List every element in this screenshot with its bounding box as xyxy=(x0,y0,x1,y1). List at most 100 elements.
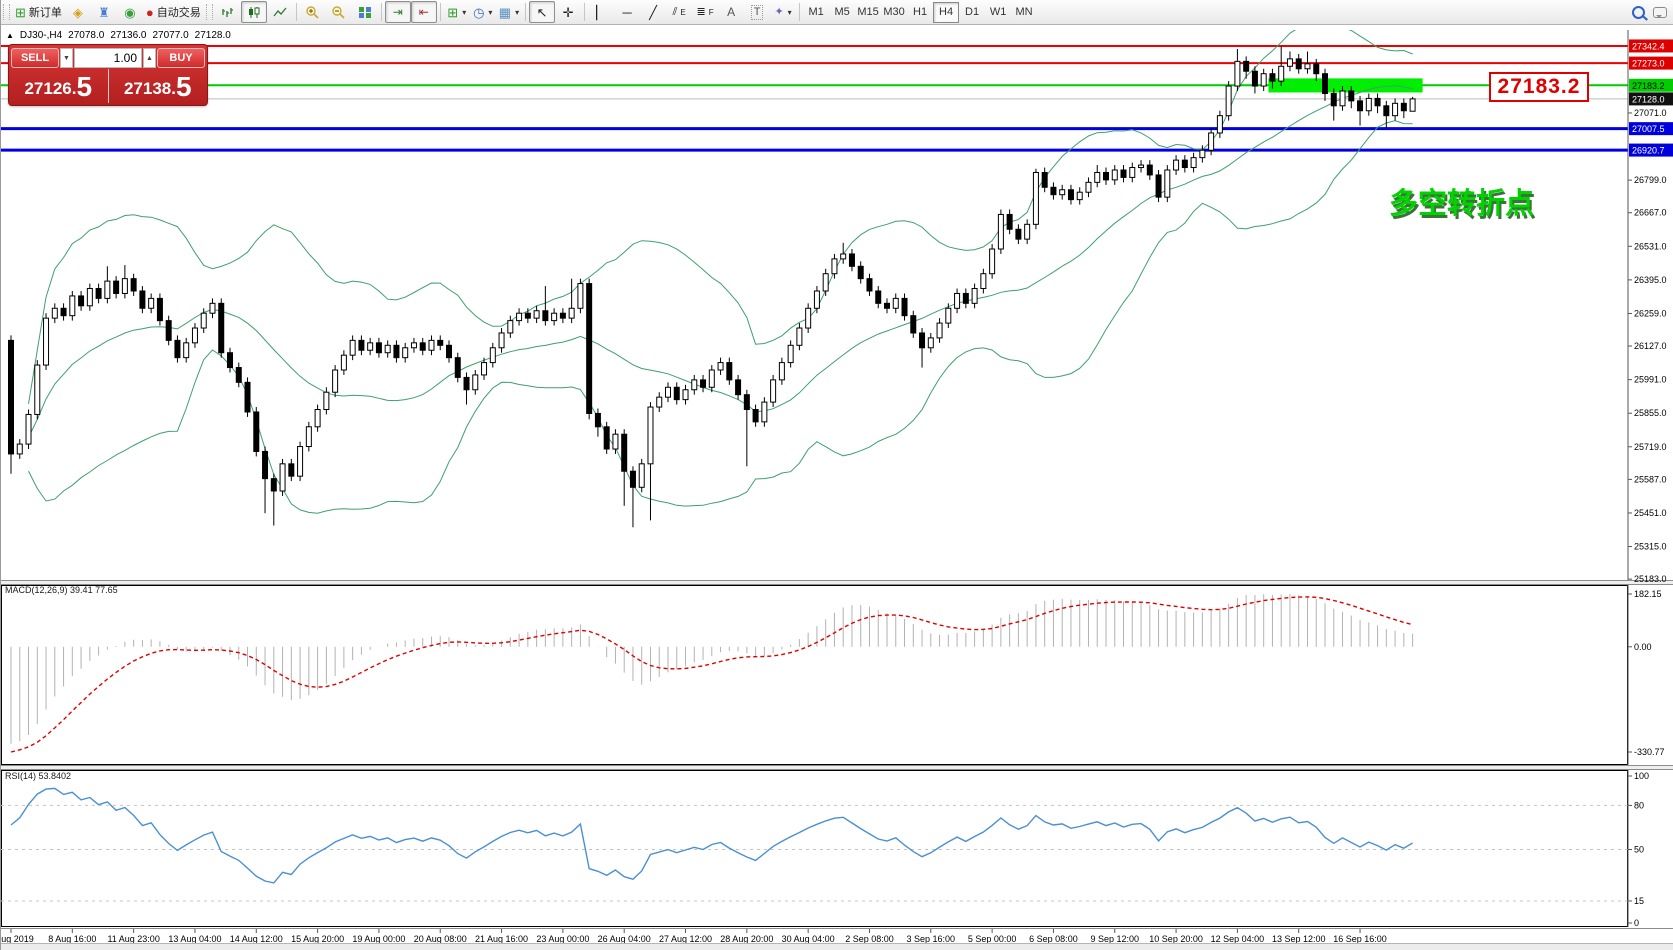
zoom-in-button[interactable] xyxy=(300,1,326,23)
volume-input[interactable] xyxy=(74,48,142,68)
trendline-button[interactable]: ╱ xyxy=(640,1,666,23)
toolbar-grip[interactable] xyxy=(205,4,213,20)
svg-text:26920.7: 26920.7 xyxy=(1632,146,1665,156)
template-icon: ▦ xyxy=(498,4,512,20)
channel-label: E xyxy=(680,7,686,17)
channel-button[interactable]: ⫽ E xyxy=(666,1,692,23)
signals-button[interactable]: ◉ xyxy=(117,1,143,23)
ohlc-high: 27136.0 xyxy=(110,30,147,41)
tab-m5[interactable]: M5 xyxy=(834,6,850,18)
svg-text:15: 15 xyxy=(1634,896,1644,906)
svg-text:25183.0: 25183.0 xyxy=(1634,574,1667,584)
tab-mn[interactable]: MN xyxy=(1015,6,1033,18)
buy-price-big: 5 xyxy=(175,71,192,102)
svg-text:30 Aug 04:00: 30 Aug 04:00 xyxy=(782,934,835,944)
tab-h4[interactable]: H4 xyxy=(933,1,960,23)
buy-price[interactable]: 27138. 5 xyxy=(109,69,208,103)
ohlc-open: 27078.0 xyxy=(68,30,105,41)
new-order-button[interactable]: ⊞ 新订单 xyxy=(12,1,65,23)
svg-text:80: 80 xyxy=(1634,800,1644,810)
svg-text:16 Sep 16:00: 16 Sep 16:00 xyxy=(1333,934,1387,944)
tile-windows-button[interactable] xyxy=(352,1,378,23)
arrows-button[interactable]: ✦ ▾ xyxy=(770,1,796,23)
svg-text:11 Aug 23:00: 11 Aug 23:00 xyxy=(107,934,159,944)
ohlc-low: 27077.0 xyxy=(152,30,189,41)
bar-chart-button[interactable] xyxy=(215,1,241,23)
collapse-one-click-icon[interactable]: ▲ xyxy=(6,31,14,40)
line-chart-button[interactable] xyxy=(267,1,293,23)
sell-price-main: 27126. xyxy=(24,79,77,98)
crosshair-icon: ✛ xyxy=(562,4,574,20)
svg-text:10 Sep 20:00: 10 Sep 20:00 xyxy=(1149,934,1203,944)
autoscroll-button[interactable]: ⇥ xyxy=(384,1,411,23)
svg-text:25315.0: 25315.0 xyxy=(1634,542,1667,552)
chat-icon[interactable] xyxy=(1653,6,1667,18)
chevron-down-icon: ▾ xyxy=(462,7,467,17)
history-button[interactable]: ◈ xyxy=(65,1,91,23)
profile-button[interactable]: ♜ xyxy=(91,1,117,23)
svg-text:-330.77: -330.77 xyxy=(1634,747,1665,757)
svg-text:26 Aug 04:00: 26 Aug 04:00 xyxy=(598,934,651,944)
svg-text:27071.0: 27071.0 xyxy=(1634,108,1667,118)
volume-down-button[interactable]: ▼ xyxy=(60,48,73,68)
label-tool-button[interactable]: T xyxy=(744,1,770,23)
tab-d1[interactable]: D1 xyxy=(965,6,980,18)
tab-w1[interactable]: W1 xyxy=(989,6,1007,18)
svg-text:26531.0: 26531.0 xyxy=(1634,241,1667,251)
sell-price[interactable]: 27126. 5 xyxy=(9,69,109,103)
tile-windows-icon xyxy=(358,6,371,18)
hline-button[interactable]: ─ xyxy=(614,1,640,23)
toolbar-grip[interactable] xyxy=(3,4,10,20)
svg-text:8 Aug 16:00: 8 Aug 16:00 xyxy=(48,934,96,944)
status-strip xyxy=(1,943,1673,950)
svg-text:25451.0: 25451.0 xyxy=(1634,508,1667,518)
tab-m15[interactable]: M15 xyxy=(857,6,879,18)
zoom-in-icon xyxy=(306,6,319,19)
crosshair-button[interactable]: ✛ xyxy=(555,1,581,23)
candle-chart-button[interactable] xyxy=(240,1,267,23)
sell-price-big: 5 xyxy=(76,71,93,102)
price-level-annotation: 27183.2 xyxy=(1489,72,1589,102)
vline-button[interactable]: ▏ xyxy=(588,1,614,23)
one-click-trade-panel: SELL ▼ ▲ BUY 27126.5 27138.5 xyxy=(8,44,208,106)
chart-shift-button[interactable]: ⇤ xyxy=(410,1,437,23)
label-tool-icon: T xyxy=(750,4,764,20)
zoom-out-button[interactable] xyxy=(326,1,352,23)
svg-text:25587.0: 25587.0 xyxy=(1634,474,1667,484)
buy-button[interactable]: BUY xyxy=(157,48,205,68)
signals-icon: ◉ xyxy=(124,4,136,20)
rsi-value: 53.8402 xyxy=(38,771,72,781)
rsi-label: RSI(14) 53.8402 xyxy=(5,771,71,781)
svg-text:12 Sep 04:00: 12 Sep 04:00 xyxy=(1211,934,1265,944)
svg-text:50: 50 xyxy=(1634,845,1644,855)
candle-chart-icon xyxy=(248,6,260,18)
svg-text:26667.0: 26667.0 xyxy=(1634,208,1667,218)
hline-icon: ─ xyxy=(622,4,632,20)
sell-button[interactable]: SELL xyxy=(11,48,59,68)
chevron-down-icon: ▾ xyxy=(787,7,792,17)
svg-text:0: 0 xyxy=(1634,918,1639,928)
fibonacci-button[interactable]: ≣ F xyxy=(692,1,718,23)
svg-text:27007.5: 27007.5 xyxy=(1632,124,1665,134)
cursor-button[interactable]: ↖ xyxy=(529,1,556,23)
text-tool-button[interactable]: A xyxy=(718,1,744,23)
templates-button[interactable]: ▦ ▾ xyxy=(496,1,522,23)
tab-m1[interactable]: M1 xyxy=(808,6,824,18)
tab-h1[interactable]: H1 xyxy=(913,6,928,18)
autotrading-button[interactable]: ● 自动交易 xyxy=(143,1,204,23)
indicators-button[interactable]: ⊞ ▾ xyxy=(444,1,470,23)
svg-text:26395.0: 26395.0 xyxy=(1634,275,1667,285)
periods-button[interactable]: ◷ ▾ xyxy=(470,1,496,23)
svg-text:2 Sep 08:00: 2 Sep 08:00 xyxy=(845,934,894,944)
search-icon[interactable] xyxy=(1632,5,1645,19)
svg-text:21 Aug 16:00: 21 Aug 16:00 xyxy=(475,934,528,944)
tab-m30[interactable]: M30 xyxy=(883,6,905,18)
svg-text:27 Aug 12:00: 27 Aug 12:00 xyxy=(659,934,712,944)
volume-up-button[interactable]: ▲ xyxy=(143,48,156,68)
svg-text:27273.0: 27273.0 xyxy=(1632,59,1665,69)
svg-text:28 Aug 20:00: 28 Aug 20:00 xyxy=(720,934,773,944)
chart-canvas[interactable]: 27071.0 26799.0 26667.0 26531.0 26395.0 26259… xyxy=(1,24,1673,944)
new-order-label: 新订单 xyxy=(28,7,62,19)
macd-name: MACD(12,26,9) xyxy=(5,585,68,595)
svg-text:26127.0: 26127.0 xyxy=(1634,341,1667,351)
